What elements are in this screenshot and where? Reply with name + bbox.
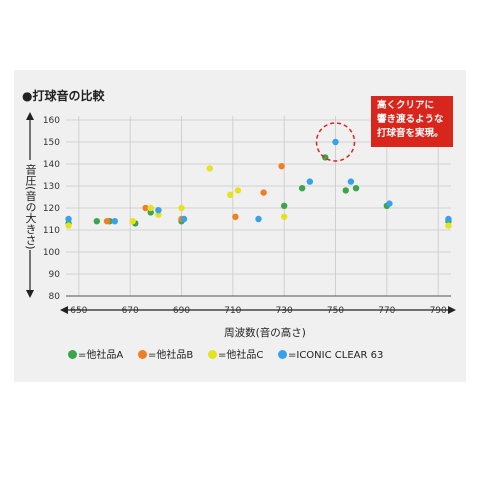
x-tick-label: 650 (70, 306, 87, 316)
data-point (178, 204, 185, 212)
x-arrow-right-icon (448, 306, 456, 314)
chart-title: ●打球音の比較 (22, 89, 105, 103)
y-axis-arrow (26, 112, 34, 298)
x-tick-label: 690 (173, 306, 190, 316)
legend-dot-icon (138, 350, 147, 359)
data-point (280, 202, 288, 209)
legend-label: =他社品A (78, 350, 124, 361)
x-tick-label: 750 (327, 306, 344, 316)
data-point (147, 209, 154, 216)
x-tick-label: 710 (224, 306, 241, 316)
legend-dot-icon (68, 350, 77, 359)
y-tick-label: 150 (43, 138, 60, 148)
y-tick-label: 160 (43, 116, 60, 126)
callout-line: 打球音を実現。 (377, 128, 444, 139)
data-point (255, 215, 262, 223)
legend-item: =他社品B (138, 348, 193, 364)
highlight-marker (315, 122, 356, 162)
x-axis (60, 295, 456, 314)
data-point (180, 215, 188, 223)
data-point (352, 185, 360, 192)
data-point (93, 218, 101, 225)
data-point (111, 218, 118, 225)
data-point (227, 191, 234, 198)
data-point (65, 215, 72, 223)
legend-dot-icon (278, 350, 287, 359)
data-point (232, 213, 239, 220)
x-tick-label: 770 (378, 306, 395, 316)
data-point (280, 213, 288, 220)
data-point (306, 178, 314, 185)
data-point (332, 138, 339, 146)
y-axis-label: 音圧(音の大きさ) (24, 164, 37, 250)
data-point (342, 187, 349, 194)
data-point (65, 222, 72, 229)
y-tick-label: 90 (49, 270, 61, 280)
data-point (206, 165, 213, 172)
data-point (445, 222, 452, 229)
data-point (445, 215, 452, 223)
x-arrow-left-icon (60, 306, 68, 314)
data-point (155, 207, 162, 214)
legend-label: =他社品B (148, 350, 194, 361)
x-tick-labels: 650 670 690 710 730 750 770 790 (70, 306, 447, 316)
data-point (386, 200, 393, 207)
data-points (65, 138, 452, 229)
data-point (155, 211, 162, 218)
y-tick-label: 140 (43, 160, 60, 170)
legend-label: =他社品C (218, 350, 264, 361)
y-tick-labels: 80 90 100 110 120 130 140 150 160 (43, 116, 60, 302)
data-point (103, 218, 111, 225)
y-tick-label: 120 (43, 204, 60, 214)
data-point (129, 218, 136, 225)
data-point (142, 204, 149, 212)
data-point (234, 187, 242, 194)
legend-item: =他社品C (208, 348, 263, 364)
y-tick-label: 130 (43, 182, 60, 192)
data-point (347, 178, 355, 185)
data-point (298, 185, 306, 192)
callout-line: 響き渡るような (377, 114, 444, 125)
data-point (260, 189, 267, 196)
legend-item: =ICONIC CLEAR 63 (278, 348, 383, 364)
legend-item: =他社品A (68, 348, 123, 364)
y-tick-label: 80 (49, 292, 61, 302)
legend-label: =ICONIC CLEAR 63 (288, 350, 384, 361)
highlight-circle-icon (315, 122, 356, 162)
x-tick-label: 670 (122, 306, 139, 316)
callout-box: 高くクリアに 響き渡るような 打球音を実現。 (371, 96, 453, 147)
y-arrow-up-icon (26, 112, 34, 120)
y-tick-label: 110 (43, 226, 60, 236)
callout-line: 高くクリアに (377, 100, 435, 111)
y-tick-label: 100 (43, 248, 60, 258)
data-point (278, 163, 285, 170)
x-tick-label: 730 (276, 306, 293, 316)
x-axis-label: 周波数(音の高さ) (224, 327, 306, 339)
x-tick-label: 790 (430, 306, 447, 316)
legend-dot-icon (208, 350, 217, 359)
legend: =他社品A =他社品B =他社品C =ICONIC CLEAR 63 (68, 348, 468, 364)
y-arrow-down-icon (26, 290, 34, 298)
data-point (147, 204, 154, 212)
